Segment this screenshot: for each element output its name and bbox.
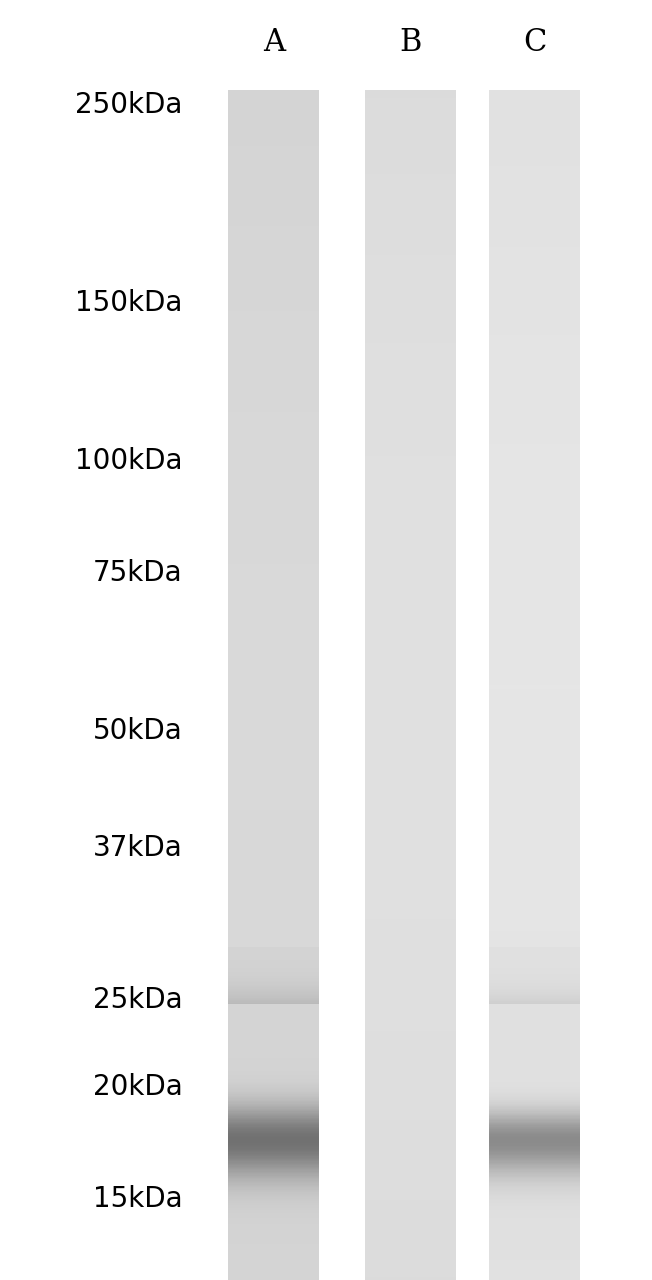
Text: 100kDa: 100kDa (75, 447, 183, 475)
Text: A: A (263, 27, 285, 58)
Text: 20kDa: 20kDa (93, 1073, 183, 1101)
Text: 250kDa: 250kDa (75, 91, 183, 119)
Text: 25kDa: 25kDa (93, 986, 183, 1014)
Text: 15kDa: 15kDa (93, 1185, 183, 1212)
Text: 37kDa: 37kDa (93, 833, 183, 861)
Text: 75kDa: 75kDa (93, 559, 183, 588)
Text: C: C (523, 27, 546, 58)
Text: B: B (400, 27, 422, 58)
Text: 50kDa: 50kDa (93, 717, 183, 745)
Text: 150kDa: 150kDa (75, 289, 183, 317)
